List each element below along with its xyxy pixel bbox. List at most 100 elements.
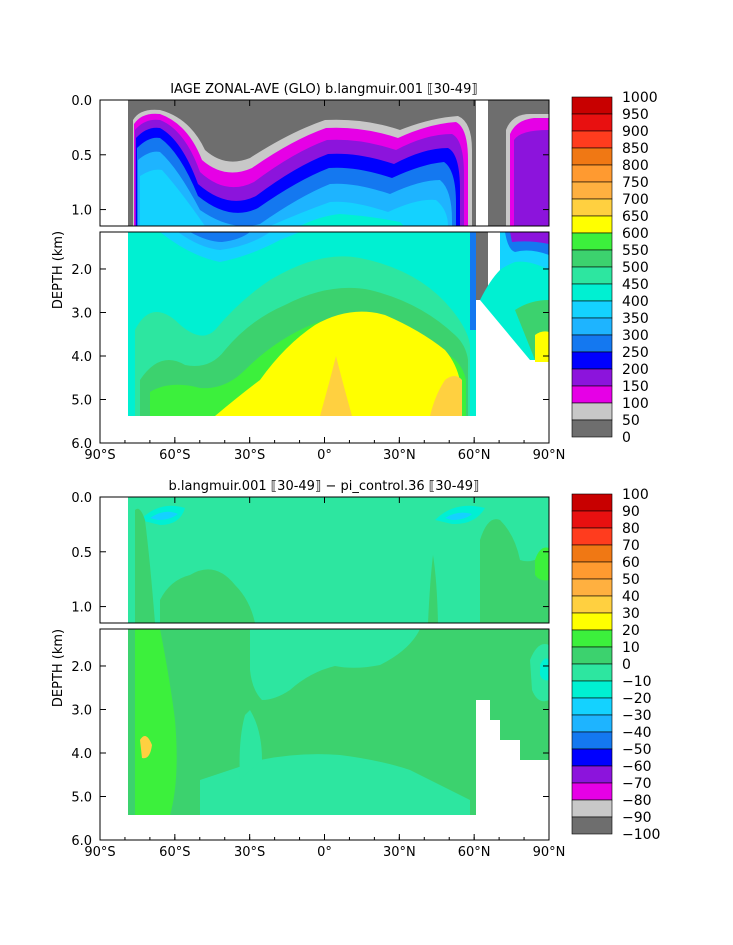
colorbar-label: 850: [622, 141, 649, 157]
colorbar-label: 60: [622, 555, 640, 571]
colorbar-swatch: [571, 113, 613, 132]
colorbar-label: 350: [622, 311, 649, 327]
age-axes: 90°S 60°S 30°S 0° 30°N 60°N 90°N 0.0 0.5 1.0 2.0 3.…: [71, 94, 565, 463]
colorbar-label: −70: [622, 776, 652, 792]
colorbar-label: 20: [622, 623, 640, 639]
colorbar-label: 100: [622, 487, 649, 503]
x-tick-label: 30°N: [383, 845, 416, 860]
colorbar-label: 40: [622, 589, 640, 605]
y-tick-label: 2.0: [71, 263, 92, 278]
colorbar-label: 50: [622, 572, 640, 588]
colorbar-label: 1000: [622, 90, 658, 106]
y-tick-label: 0.5: [71, 149, 92, 164]
x-tick-label: 90°N: [533, 845, 566, 860]
colorbar-label: 200: [622, 362, 649, 378]
colorbar-label: −10: [622, 674, 652, 690]
colorbar-swatch: [571, 663, 613, 682]
colorbar-swatch: [571, 385, 613, 404]
colorbar-label: −60: [622, 759, 652, 775]
colorbar-label: 400: [622, 294, 649, 310]
y-tick-label: 2.0: [71, 660, 92, 675]
difference-panel-title: b.langmuir.001 ⟦30-49⟧ − pi_control.36 ⟦…: [169, 479, 480, 494]
colorbar-swatch: [571, 402, 613, 421]
colorbar-swatch: [571, 419, 613, 438]
age-panel-title: IAGE ZONAL-AVE (GLO) b.langmuir.001 ⟦30-…: [170, 82, 478, 97]
colorbar-swatch: [571, 283, 613, 302]
y-tick-label: 1.0: [71, 601, 92, 616]
colorbar-swatch: [571, 561, 613, 580]
colorbar-swatch: [571, 595, 613, 614]
x-tick-label: 30°S: [234, 448, 265, 463]
colorbar-label: 10: [622, 640, 640, 656]
colorbar-swatch: [571, 215, 613, 234]
y-tick-label: 4.0: [71, 747, 92, 762]
colorbar-label: 800: [622, 158, 649, 174]
x-tick-label: 60°N: [458, 845, 491, 860]
colorbar-swatch: [571, 181, 613, 200]
colorbar-swatch: [571, 96, 613, 115]
x-tick-label: 60°S: [159, 448, 190, 463]
x-tick-label: 90°S: [84, 845, 115, 860]
colorbar-swatch: [571, 147, 613, 166]
y-tick-label: 3.0: [71, 703, 92, 718]
y-tick-label: 6.0: [71, 834, 92, 849]
colorbar-label: 80: [622, 521, 640, 537]
colorbar-swatch: [571, 300, 613, 319]
colorbar-label: 50: [622, 413, 640, 429]
colorbar-swatch: [571, 351, 613, 370]
y-tick-label: 5.0: [71, 790, 92, 805]
colorbar-swatch: [571, 317, 613, 336]
age-upper-field: [100, 100, 549, 226]
colorbar-label: 500: [622, 260, 649, 276]
colorbar-swatch: [571, 249, 613, 268]
colorbar-label: −90: [622, 810, 652, 826]
colorbar-swatch: [571, 493, 613, 512]
colorbar-swatch: [571, 130, 613, 149]
y-tick-label: 5.0: [71, 393, 92, 408]
y-tick-label: 6.0: [71, 437, 92, 452]
age-ylabel: DEPTH (km): [51, 231, 66, 309]
colorbar-swatch: [571, 198, 613, 217]
difference-axes: 90°S 60°S 30°S 0° 30°N 60°N 90°N 0.0 0.5 1.0 2.0 3.…: [71, 491, 565, 860]
colorbar-swatch: [571, 334, 613, 353]
x-tick-label: 90°N: [533, 448, 566, 463]
x-tick-label: 60°S: [159, 845, 190, 860]
y-tick-label: 0.0: [71, 94, 92, 109]
x-tick-label: 0°: [317, 845, 332, 860]
colorbar-label: 950: [622, 107, 649, 123]
colorbar-swatch: [571, 266, 613, 285]
colorbar-label: 900: [622, 124, 649, 140]
y-tick-label: 0.5: [71, 546, 92, 561]
colorbar-swatch: [571, 680, 613, 699]
colorbar-swatch: [571, 164, 613, 183]
colorbar-label: −100: [622, 827, 660, 843]
colorbar-label: 0: [622, 430, 631, 446]
x-tick-label: 60°N: [458, 448, 491, 463]
colorbar-label: 150: [622, 379, 649, 395]
colorbar-label: 550: [622, 243, 649, 259]
age-lower-field: [100, 232, 549, 443]
colorbar-swatch: [571, 697, 613, 716]
colorbar-swatch: [571, 799, 613, 818]
colorbar-label: 30: [622, 606, 640, 622]
colorbar-label: 300: [622, 328, 649, 344]
colorbar-label: −30: [622, 708, 652, 724]
y-tick-label: 0.0: [71, 491, 92, 506]
colorbar-swatch: [571, 816, 613, 835]
colorbar-label: 600: [622, 226, 649, 242]
colorbar-swatch: [571, 748, 613, 767]
colorbar-label: 100: [622, 396, 649, 412]
colorbar-label: −20: [622, 691, 652, 707]
y-tick-label: 3.0: [71, 306, 92, 321]
colorbar-label: 0: [622, 657, 631, 673]
colorbar-swatch: [571, 527, 613, 546]
colorbar-label: 750: [622, 175, 649, 191]
colorbar-label: 70: [622, 538, 640, 554]
x-tick-label: 30°S: [234, 845, 265, 860]
difference-ylabel: DEPTH (km): [51, 629, 66, 707]
x-tick-label: 30°N: [383, 448, 416, 463]
y-tick-label: 1.0: [71, 204, 92, 219]
colorbar-swatch: [571, 232, 613, 251]
colorbar-swatch: [571, 765, 613, 784]
